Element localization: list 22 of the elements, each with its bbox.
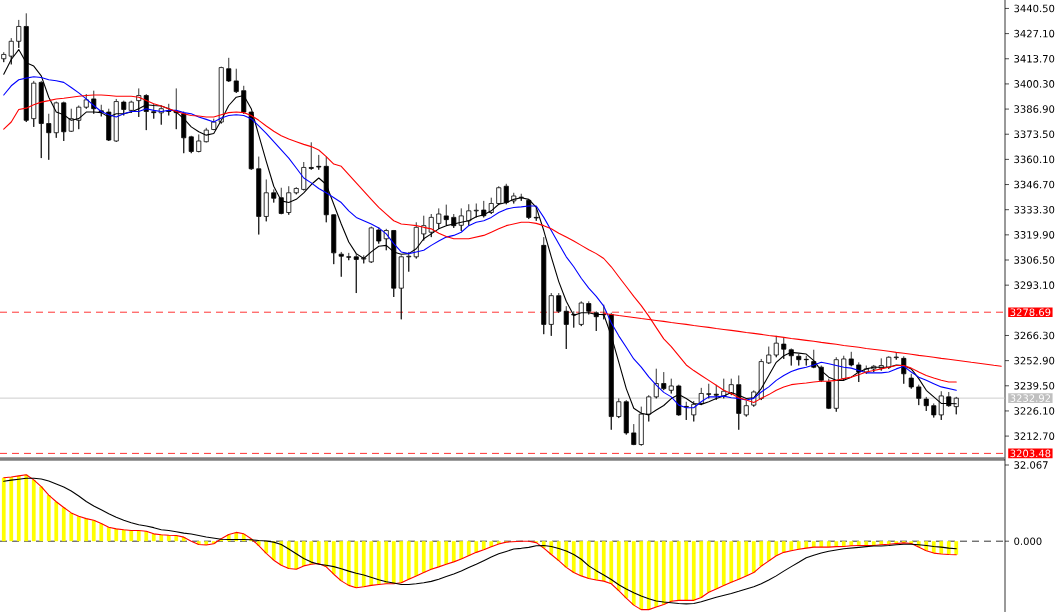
y-tick-label: 3239.50 [1014, 381, 1055, 390]
y-tick-label: 3413.70 [1014, 54, 1055, 63]
y-tick-label: 32.067 [1014, 461, 1048, 469]
y-tick-label: 3333.30 [1014, 205, 1055, 214]
y-tick-label: 0.000 [1014, 537, 1042, 545]
y-tick-label: 3266.30 [1014, 331, 1055, 340]
y-tick-label: 3427.10 [1014, 29, 1055, 38]
y-tick-label: 3319.90 [1014, 231, 1055, 239]
y-tick-label: 3373.50 [1014, 130, 1055, 138]
ref-line-label: 3232.92 [1010, 394, 1051, 402]
ref-line-label: 3203.48 [1010, 449, 1051, 458]
y-tick-label: 3306.50 [1014, 256, 1055, 264]
y-tick-label: 3293.10 [1014, 281, 1055, 289]
y-tick-label: 3226.10 [1014, 407, 1055, 415]
y-tick-label: 3346.70 [1014, 180, 1055, 189]
y-tick-label: 3386.90 [1014, 105, 1055, 113]
ref-line-label: 3278.69 [1010, 308, 1051, 316]
y-tick-label: 3360.10 [1014, 155, 1055, 164]
y-tick-label: 3400.30 [1014, 80, 1055, 88]
y-tick-label: 3212.70 [1014, 432, 1055, 440]
y-tick-label: 3440.50 [1014, 4, 1055, 13]
y-tick-label: 3252.90 [1014, 356, 1055, 365]
